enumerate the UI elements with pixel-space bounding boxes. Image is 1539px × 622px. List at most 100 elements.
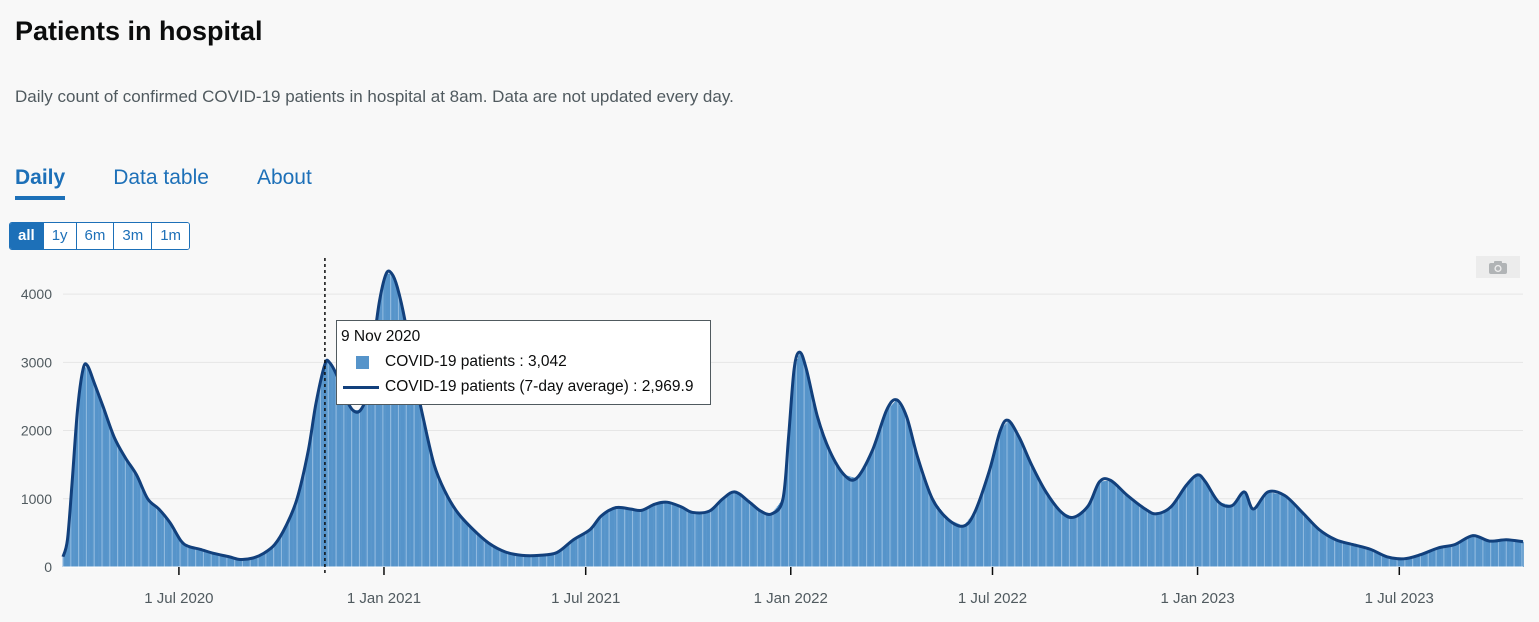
bar [162,514,165,567]
bar [1203,480,1206,567]
bar [726,496,729,567]
bar [139,482,141,567]
bar [872,447,875,567]
bar [158,509,160,567]
bar [404,321,406,567]
page-title: Patients in hospital [15,16,263,46]
bar [136,474,138,567]
bar [507,552,509,567]
bar [1054,503,1056,567]
range-button-6m[interactable]: 6m [76,223,115,249]
bar [1108,480,1111,567]
bar [93,382,96,567]
bar [652,505,654,567]
bar [728,495,731,567]
bar [538,555,540,567]
bar [675,505,677,567]
bar [633,509,635,567]
bar [81,377,83,567]
bar [577,536,579,567]
bar [1279,494,1281,567]
bar [1124,493,1126,567]
bar [602,514,605,567]
bar [1229,505,1231,567]
bar [1403,558,1405,567]
bar [92,379,94,567]
bar [1117,487,1120,567]
bar [1290,501,1292,567]
bar [302,474,304,567]
bar [723,498,725,567]
hospital-patients-chart[interactable]: 0 1000 2000 3000 4000 1 Jul 2020 1 Jan 2021 1 J… [0,250,1539,622]
tab-daily[interactable]: Daily [15,166,66,200]
bar [442,486,444,567]
bar [1266,493,1268,567]
bar [1107,480,1110,567]
bar [579,535,581,567]
bar [852,477,854,567]
range-button-1y[interactable]: 1y [43,223,77,249]
bar [297,494,299,567]
bar [1190,481,1192,567]
bar [246,558,248,567]
bar [987,474,989,567]
bar [1006,421,1008,567]
bar [715,504,717,567]
bar [1174,500,1177,567]
bar [800,354,802,567]
bar [1373,550,1375,567]
bar [153,504,156,567]
bar [443,489,445,567]
bar [483,539,486,567]
bar [548,553,550,567]
bar [474,531,477,567]
bar [157,507,159,567]
bar [1423,553,1425,567]
bar [179,539,181,567]
bar [724,497,726,567]
bar [490,544,492,567]
bar [1027,457,1029,567]
tab-data-table[interactable]: Data table [113,166,209,189]
bar [1395,557,1397,567]
tab-about[interactable]: About [256,166,312,189]
bar [996,442,998,567]
bar [257,555,259,567]
bar [238,559,240,567]
bar [1286,497,1288,567]
range-button-3m[interactable]: 3m [114,223,153,249]
bar [1388,557,1391,567]
bar [740,495,742,567]
bar [234,558,236,567]
bar [1147,510,1150,567]
bar [790,410,792,567]
range-button-all[interactable]: all [10,223,44,249]
bar [842,473,844,567]
bar [1012,427,1014,567]
range-button-1m[interactable]: 1m [152,223,190,249]
bar [315,403,317,567]
bar [606,512,608,567]
bar [664,502,666,567]
bar [646,507,648,567]
bar [337,378,340,567]
bar [874,441,877,567]
bar [419,400,421,567]
bar [1324,532,1326,567]
bar [1063,513,1065,567]
camera-icon[interactable] [1476,256,1520,278]
bar [811,393,813,567]
bar [1088,503,1091,567]
bar [1300,511,1303,567]
bar [1072,516,1074,567]
bar [459,514,461,567]
bar [1481,538,1483,567]
bar [556,552,558,567]
bar [737,494,740,567]
bar [1005,423,1007,567]
bar [1390,557,1393,567]
bar [1193,477,1196,567]
bar [1291,502,1294,567]
bar [1426,552,1428,567]
bar [1268,492,1270,567]
